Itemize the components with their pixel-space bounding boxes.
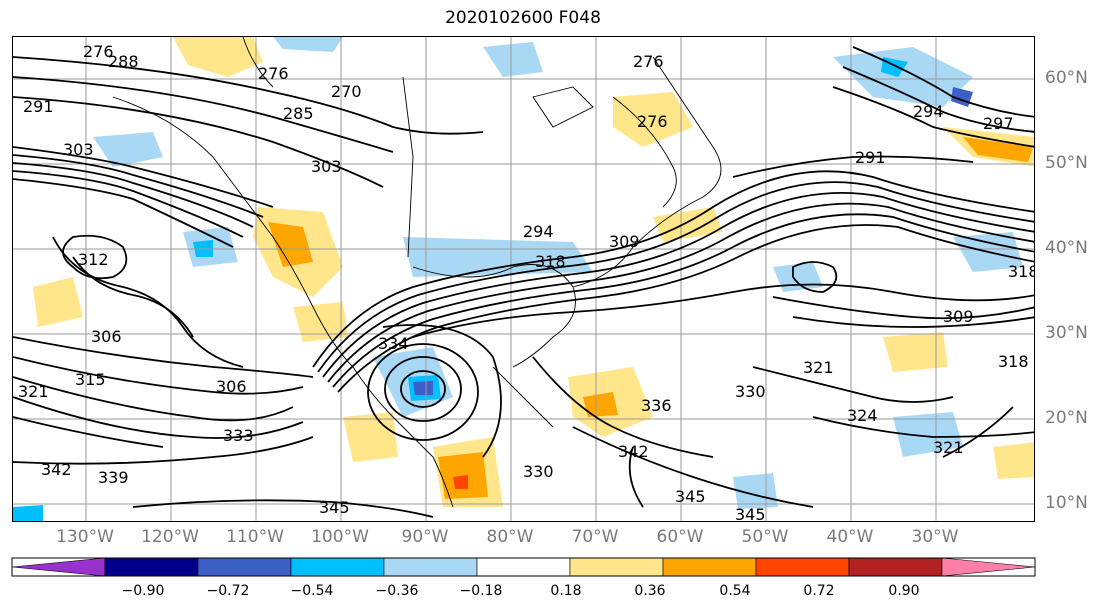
contour-label: 276 [637,112,668,131]
contour-label: 303 [63,140,94,159]
contour-label: 270 [331,82,362,101]
contour-label: 334 [378,334,409,353]
colorbar-tick-label: 0.90 [888,583,920,599]
longitude-label: 110°W [226,527,284,547]
map-title: 2020102600 F048 [445,8,601,28]
contour-label: 291 [855,148,886,167]
map-panel: 276 288 276 270 285 303 276 276 291 294 … [12,36,1035,522]
colorbar-segment [755,557,850,577]
contour-label: 330 [523,462,554,481]
longitude-label: 90°W [401,527,449,547]
colorbar-segments [11,557,1036,577]
contour-label: 294 [913,102,944,121]
longitude-label: 30°W [911,527,959,547]
longitude-label: 70°W [571,527,619,547]
longitude-label: 120°W [141,527,199,547]
colorbar-segment [476,557,571,577]
contour-label: 318 [998,352,1029,371]
contour-label: 306 [216,377,247,396]
latitude-label: 50°N [1045,153,1088,173]
colorbar-segment [104,557,199,577]
shading-layer [13,37,1034,521]
contour-label: 291 [23,97,54,116]
contour-label: 276 [83,42,114,61]
contour-label: 309 [943,307,974,326]
contour-label: 285 [283,104,314,123]
contour-label: 321 [933,438,964,457]
longitude-label: 60°W [656,527,704,547]
colorbar-segment [383,557,478,577]
colorbar-segment [290,557,385,577]
map-canvas: 276 288 276 270 285 303 276 276 291 294 … [13,37,1035,522]
longitude-label: 40°W [826,527,874,547]
longitude-label: 50°W [741,527,789,547]
colorbar-outline [11,557,1036,577]
colorbar-segment [941,557,1036,577]
contour-label: 318 [535,252,566,271]
latitude-label: 20°N [1045,408,1088,428]
contour-label: 312 [78,250,109,269]
contour-label: 276 [258,64,289,83]
contour-label: 318 [1008,262,1035,281]
colorbar-segment [11,557,106,577]
contour-label: 297 [983,114,1014,133]
contour-label: 306 [91,327,122,346]
colorbar-tick-label: −0.72 [206,583,250,599]
latitude-label: 30°N [1045,323,1088,343]
contour-label: 330 [735,382,766,401]
contour-label: 321 [803,358,834,377]
colorbar-tick-label: −0.18 [459,583,503,599]
contour-label: 336 [641,396,672,415]
graticule [13,37,1034,521]
longitude-label: 100°W [311,527,369,547]
colorbar-segment [662,557,757,577]
longitude-label: 80°W [486,527,534,547]
contour-label: 303 [311,157,342,176]
latitude-label: 40°N [1045,238,1088,258]
contour-label: 276 [633,52,664,71]
contour-lines [13,46,1034,518]
colorbar [11,557,1036,577]
contour-label: 324 [847,406,878,425]
contour-label: 309 [609,232,640,251]
colorbar-tick-label: 0.36 [634,583,666,599]
contour-label: 333 [223,426,254,445]
contour-label: 339 [98,468,129,487]
contour-label: 342 [618,442,649,461]
colorbar-tick-label: 0.54 [719,583,751,599]
contour-label: 345 [675,487,706,506]
colorbar-tick-label: −0.36 [375,583,419,599]
colorbar-tick-label: −0.54 [290,583,334,599]
colorbar-tick-label: 0.18 [550,583,582,599]
contour-label: 294 [523,222,554,241]
contour-label-group: 276 288 276 270 285 303 276 276 291 294 … [18,42,1035,522]
contour-label: 342 [41,460,72,479]
colorbar-segment [848,557,943,577]
contour-label: 321 [18,382,49,401]
contour-label: 315 [75,370,106,389]
colorbar-segment [197,557,292,577]
coastlines [112,37,722,508]
colorbar-segment [569,557,664,577]
latitude-label: 10°N [1045,493,1088,513]
colorbar-tick-label: −0.90 [121,583,165,599]
colorbar-tick-label: 0.72 [803,583,835,599]
contour-label: 288 [108,52,139,71]
latitude-label: 60°N [1045,68,1088,88]
contour-label: 345 [735,505,766,522]
longitude-label: 130°W [56,527,114,547]
contour-label: 345 [319,498,350,517]
